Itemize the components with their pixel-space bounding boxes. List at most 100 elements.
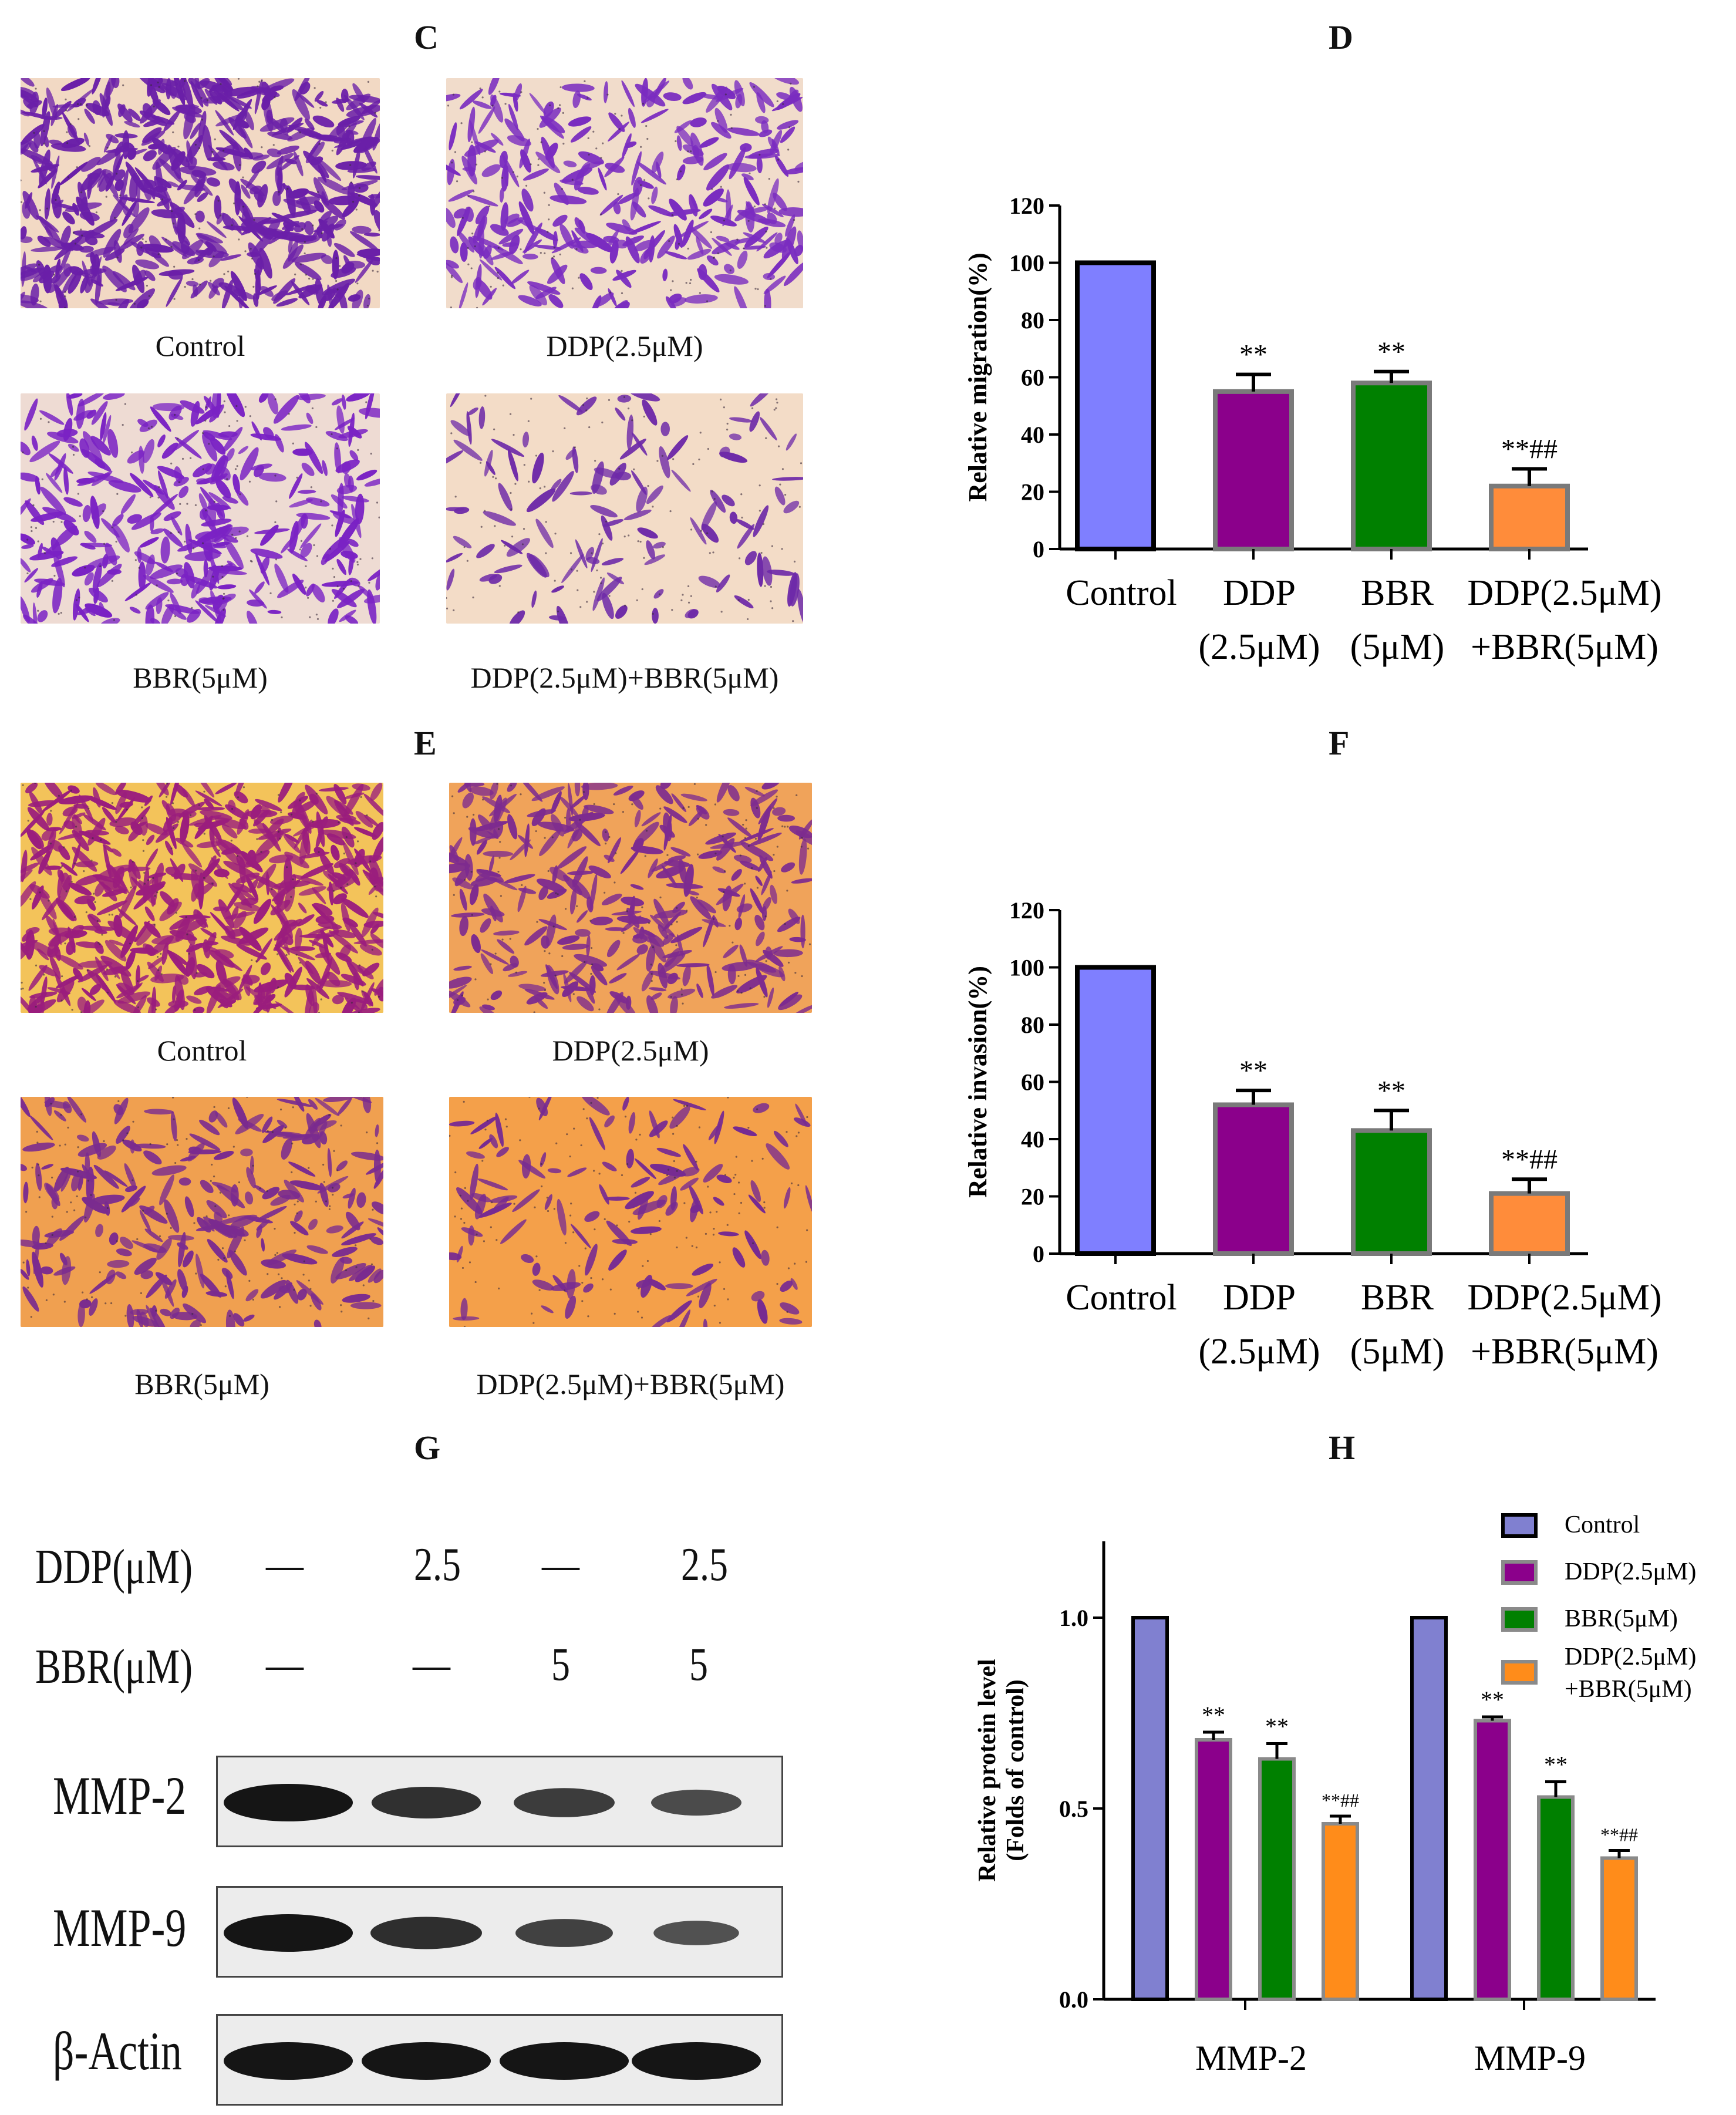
micrograph-migration-control	[21, 78, 380, 308]
significance-label: **	[1544, 1752, 1568, 1778]
bar	[1489, 483, 1570, 551]
bar	[1537, 1795, 1575, 2001]
significance-label: **##	[1322, 1790, 1359, 1811]
x-tick-label: Control	[1066, 573, 1177, 613]
y-tick-label: 1.0	[1059, 1605, 1088, 1631]
caption-invasion-control: Control	[157, 1034, 247, 1067]
panel-label-c: C	[414, 18, 439, 56]
blot-band	[224, 2042, 353, 2080]
y-axis-label: (Folds of control)	[1002, 1679, 1029, 1861]
y-tick-label: 20	[1021, 479, 1044, 506]
significance-label: **	[1377, 336, 1405, 368]
y-tick-label: 100	[1009, 955, 1044, 981]
bar	[1600, 1856, 1638, 2001]
panel-label-f: F	[1329, 724, 1350, 762]
x-tick-label: DDP(2.5μM)	[1467, 1278, 1661, 1318]
x-tick-label: MMP-2	[1195, 2039, 1307, 2077]
x-tick-label: (2.5μM)	[1198, 627, 1320, 667]
bar	[1351, 1128, 1432, 1256]
ddp-lane-4-value: 2.5	[681, 1539, 728, 1591]
significance-label: **	[1239, 339, 1268, 371]
y-tick-label: 0	[1033, 1241, 1044, 1267]
legend-swatch	[1501, 1660, 1538, 1685]
significance-label: **##	[1501, 1144, 1558, 1175]
y-axis-label: Relative migration(%)	[963, 253, 992, 502]
blot-band	[651, 1789, 741, 1816]
chart-relative-migration: 0 20 40 60 80 100 120 Relative migration(%) Cont…	[963, 193, 1662, 667]
significance-label: **	[1377, 1075, 1405, 1106]
ddp-row-label: DDP(μM)	[35, 1540, 193, 1594]
error-bar	[1512, 1177, 1547, 1194]
panel-label-e: E	[414, 724, 437, 762]
micrograph-invasion-combo	[449, 1097, 812, 1327]
bbr-row-label: BBR(μM)	[35, 1639, 193, 1694]
caption-invasion-combo: DDP(2.5μM)+BBR(5μM)	[476, 1368, 785, 1400]
chart-relative-protein-level: 0.0 0.5 1.0 Relative protein level (Folds of…	[974, 1511, 1696, 2077]
error-bar	[1374, 1109, 1409, 1131]
blot-band	[224, 1914, 353, 1952]
micrograph-invasion-control	[21, 783, 383, 1013]
y-tick-label: 80	[1021, 1012, 1044, 1038]
x-tick-label: DDP(2.5μM)	[1467, 573, 1661, 613]
ddp-lane-2-value: 2.5	[414, 1539, 461, 1591]
error-bar	[1545, 1780, 1566, 1797]
error-bar	[1330, 1814, 1351, 1824]
x-tick-label: (5μM)	[1350, 627, 1445, 667]
x-tick-label: BBR	[1361, 573, 1434, 613]
micrograph-migration-ddp	[446, 78, 803, 308]
error-bar	[1512, 467, 1547, 486]
legend-label: +BBR(5μM)	[1565, 1676, 1692, 1703]
y-tick-label: 80	[1021, 307, 1044, 334]
micrograph-migration-combo	[446, 393, 803, 624]
significance-label: **##	[1600, 1824, 1638, 1845]
caption-invasion-ddp: DDP(2.5μM)	[552, 1034, 709, 1067]
bar	[1489, 1191, 1570, 1256]
caption-invasion-bbr: BBR(5μM)	[134, 1368, 269, 1400]
legend-swatch	[1501, 1513, 1538, 1538]
x-tick-label: Control	[1066, 1278, 1177, 1318]
y-tick-label: 20	[1021, 1184, 1044, 1210]
protein-label-mmp9: MMP-9	[53, 1898, 187, 1958]
y-tick-label: 120	[1009, 193, 1044, 219]
chart-relative-invasion: 0 20 40 60 80 100 120 Relative invasion(%) Contr…	[963, 897, 1662, 1372]
error-bar	[1203, 1730, 1224, 1740]
significance-label: **	[1202, 1702, 1225, 1728]
x-tick-label: +BBR(5μM)	[1471, 1332, 1659, 1372]
x-tick-label: DDP	[1223, 1278, 1296, 1318]
error-bar	[1266, 1742, 1287, 1759]
caption-migration-bbr: BBR(5μM)	[133, 661, 268, 694]
caption-migration-control: Control	[155, 329, 245, 362]
bar	[1075, 965, 1156, 1256]
bbr-lane-2-value: —	[413, 1639, 450, 1690]
blot-band	[632, 2042, 761, 2080]
legend-label: Control	[1565, 1511, 1640, 1538]
legend-label: DDP(2.5μM)	[1565, 1643, 1696, 1671]
blot-mmp9	[216, 1886, 783, 1978]
bar	[1258, 1757, 1296, 2001]
error-bar	[1609, 1849, 1630, 1858]
significance-label: **	[1239, 1055, 1268, 1086]
blot-band	[653, 1921, 739, 1945]
x-tick-label: (2.5μM)	[1198, 1332, 1320, 1372]
bar	[1213, 389, 1294, 551]
blot-mmp2	[216, 1756, 783, 1847]
y-tick-label: 60	[1021, 1069, 1044, 1096]
y-tick-label: 40	[1021, 422, 1044, 448]
y-tick-label: 60	[1021, 365, 1044, 391]
bar	[1410, 1616, 1448, 2001]
blot-band	[224, 1784, 353, 1821]
bbr-lane-1-value: —	[266, 1639, 304, 1690]
blot-band	[514, 1788, 615, 1817]
panel-label-d: D	[1329, 18, 1353, 56]
error-bar	[1482, 1715, 1503, 1721]
x-tick-label: MMP-9	[1474, 2039, 1586, 2077]
significance-label: **	[1481, 1686, 1504, 1713]
bar	[1322, 1822, 1359, 2001]
y-tick-label: 100	[1009, 250, 1044, 277]
error-bar	[1236, 372, 1271, 392]
panel-label-g: G	[414, 1429, 441, 1467]
legend-label: DDP(2.5μM)	[1565, 1558, 1696, 1585]
legend-label: BBR(5μM)	[1565, 1605, 1678, 1632]
micrograph-invasion-ddp	[449, 783, 812, 1013]
protein-label-mmp2: MMP-2	[53, 1766, 187, 1826]
